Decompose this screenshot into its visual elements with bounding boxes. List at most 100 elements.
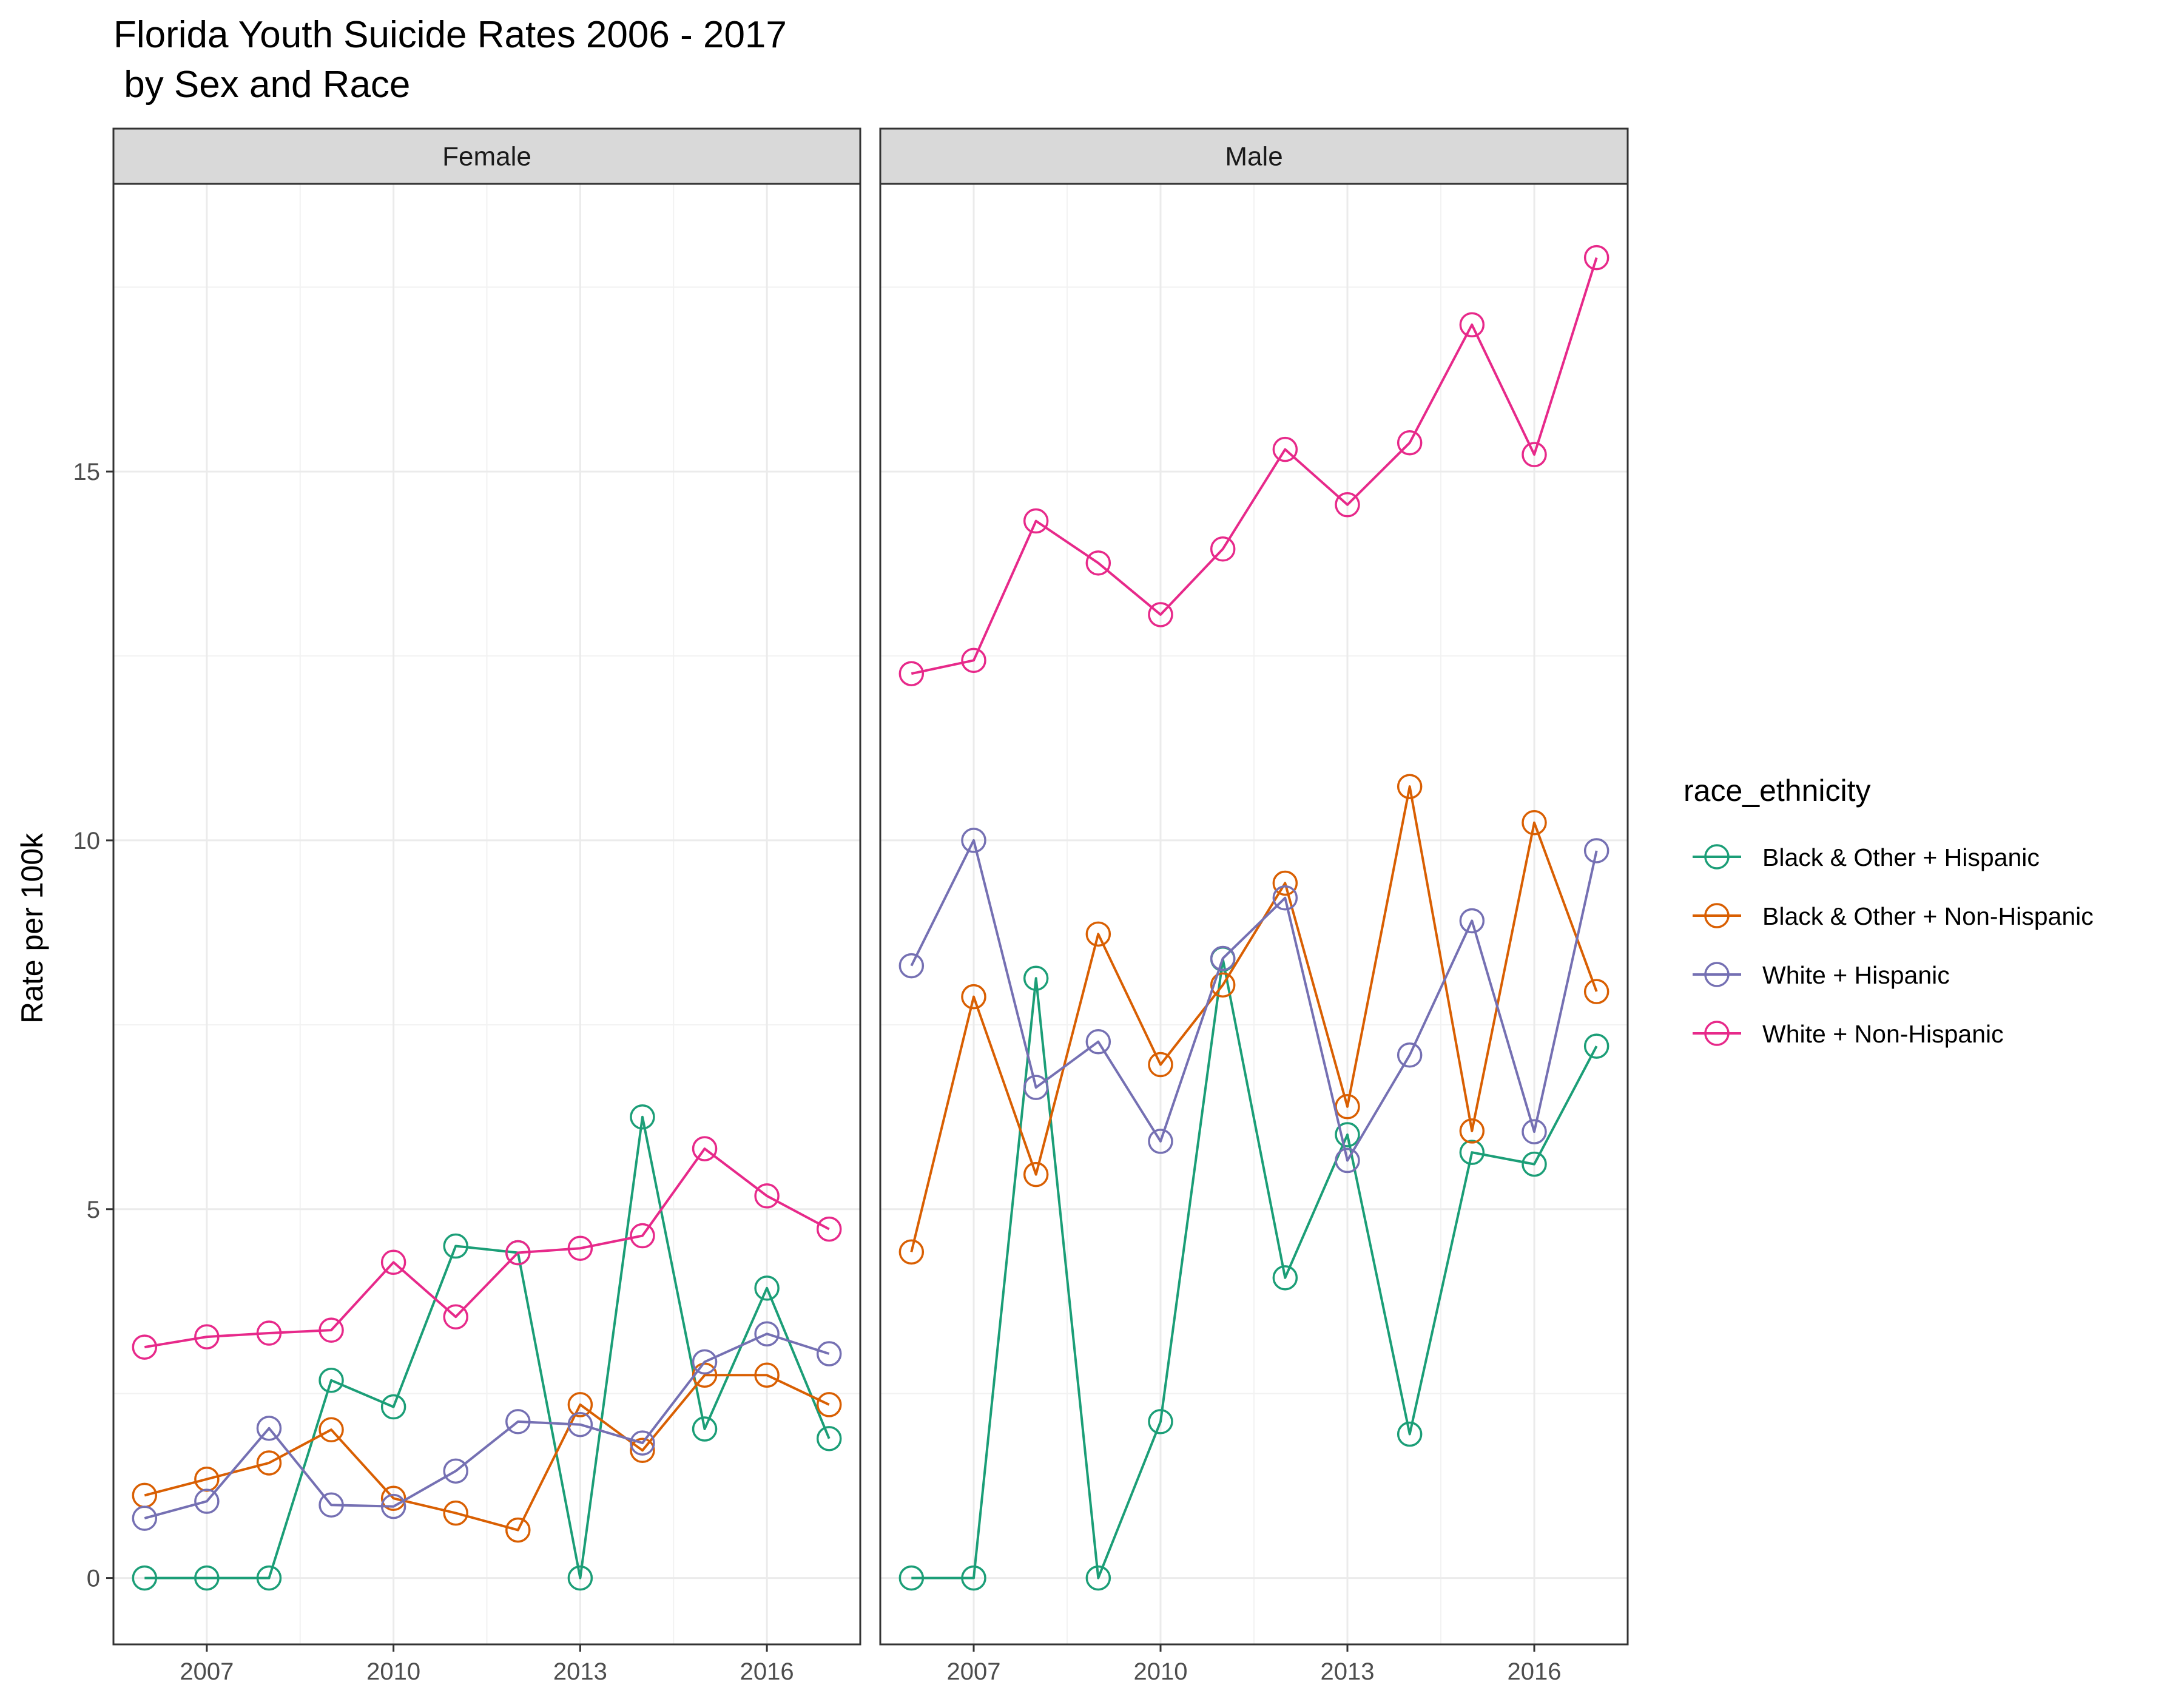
data-point-female-white-hispanic: [630, 1430, 655, 1456]
data-point-female-white-non-hispanic: [380, 1249, 406, 1275]
data-point-female-white-hispanic: [318, 1492, 344, 1518]
data-point-male-black-other-hispanic: [1522, 1151, 1547, 1177]
data-point-male-black-other-hispanic: [898, 1565, 925, 1591]
data-point-male-black-other-hispanic: [1023, 965, 1049, 991]
data-point-female-white-hispanic: [692, 1349, 718, 1375]
data-point-female-black-other-hispanic: [380, 1394, 406, 1420]
legend-label-white-non-hispanic: White + Non-Hispanic: [1762, 1020, 2004, 1048]
series-line-male-black-other-non-hispanic: [910, 785, 1598, 1252]
data-point-male-black-other-hispanic: [1459, 1140, 1485, 1165]
legend: race_ethnicity Black & Other + Hispanic B…: [1684, 774, 2094, 1048]
data-point-female-white-non-hispanic: [754, 1183, 780, 1209]
data-point-male-white-hispanic: [898, 953, 925, 979]
series-line-male-white-non-hispanic: [911, 257, 1598, 675]
data-point-male-white-hispanic: [1023, 1075, 1049, 1100]
data-point-female-black-other-non-hispanic: [816, 1392, 842, 1417]
data-point-female-black-other-hispanic: [194, 1565, 220, 1591]
legend-label-black-other-non-hispanic: Black & Other + Non-Hispanic: [1762, 902, 2094, 930]
data-point-male-white-non-hispanic: [1583, 245, 1609, 271]
legend-key-point-white-hispanic: [1704, 962, 1730, 987]
data-point-male-black-other-hispanic: [1148, 1409, 1173, 1434]
data-point-male-white-hispanic: [1085, 1029, 1111, 1055]
data-point-female-black-other-hispanic: [754, 1275, 780, 1301]
x-tick-label: 2007: [180, 1658, 234, 1685]
data-point-male-white-non-hispanic: [961, 647, 986, 674]
data-point-male-black-other-non-hispanic: [1272, 870, 1298, 896]
y-tick-label: 0: [87, 1566, 100, 1592]
data-point-female-white-hispanic: [380, 1493, 406, 1519]
chart-title-line1: Florida Youth Suicide Rates 2006 - 2017: [113, 14, 787, 56]
data-point-female-black-other-hispanic: [630, 1104, 655, 1130]
data-point-male-white-non-hispanic: [1397, 430, 1423, 456]
data-point-male-white-non-hispanic: [1522, 442, 1547, 467]
x-tick-label: 2016: [1508, 1658, 1562, 1685]
data-point-male-black-other-hispanic: [1335, 1122, 1360, 1147]
data-point-female-black-other-hispanic: [816, 1426, 842, 1451]
data-point-male-black-other-non-hispanic: [1210, 972, 1236, 998]
data-point-male-white-non-hispanic: [1459, 312, 1485, 337]
data-point-male-white-non-hispanic: [898, 661, 925, 686]
x-tick-label: 2010: [1134, 1658, 1188, 1685]
x-tick-label: 2010: [366, 1658, 420, 1685]
data-point-female-white-non-hispanic: [692, 1136, 718, 1161]
data-point-female-black-other-non-hispanic: [318, 1417, 344, 1442]
data-point-male-white-non-hispanic: [1272, 436, 1298, 462]
panel-border-female: [112, 183, 861, 1646]
data-point-female-white-non-hispanic: [132, 1334, 158, 1360]
data-point-male-black-other-hispanic: [961, 1565, 986, 1591]
x-tick-label: 2013: [1321, 1658, 1375, 1685]
data-point-female-black-other-non-hispanic: [443, 1500, 468, 1526]
series-line-female-black-other-hispanic: [144, 1115, 831, 1579]
data-point-male-black-other-non-hispanic: [1459, 1118, 1485, 1144]
data-point-male-white-hispanic: [1459, 908, 1485, 934]
facet-strip-label-male: Male: [1225, 142, 1282, 172]
data-point-male-black-other-hispanic: [1272, 1265, 1298, 1291]
data-point-male-black-other-non-hispanic: [1085, 921, 1111, 947]
data-point-male-white-hispanic: [1210, 945, 1236, 971]
y-tick-label: 15: [73, 459, 101, 485]
data-point-male-black-other-non-hispanic: [898, 1239, 925, 1265]
data-point-female-white-non-hispanic: [194, 1324, 220, 1349]
data-point-female-black-other-hispanic: [256, 1565, 282, 1591]
data-point-female-black-other-hispanic: [318, 1368, 344, 1393]
data-point-female-black-other-non-hispanic: [630, 1437, 655, 1464]
legend-label-black-other-hispanic: Black & Other + Hispanic: [1762, 843, 2040, 871]
data-point-female-black-other-hispanic: [692, 1416, 718, 1442]
data-point-female-black-other-non-hispanic: [567, 1392, 593, 1417]
data-point-male-white-hispanic: [1397, 1042, 1423, 1068]
data-point-male-black-other-hispanic: [1583, 1033, 1609, 1059]
data-point-male-black-other-non-hispanic: [1148, 1052, 1173, 1078]
data-point-female-black-other-non-hispanic: [256, 1450, 282, 1476]
data-point-female-black-other-hispanic: [567, 1565, 593, 1591]
y-axis-title: Rate per 100k: [15, 833, 49, 1024]
x-tick-label: 2007: [947, 1658, 1001, 1685]
data-point-male-black-other-non-hispanic: [1583, 979, 1609, 1004]
data-point-male-white-hispanic: [1272, 885, 1298, 911]
data-point-female-white-non-hispanic: [443, 1304, 468, 1329]
data-point-male-black-other-hispanic: [1085, 1565, 1111, 1591]
data-point-male-white-non-hispanic: [1085, 550, 1111, 576]
data-point-female-white-hispanic: [567, 1411, 593, 1437]
facet-strip-male: [879, 127, 1629, 185]
data-point-male-white-hispanic: [1522, 1119, 1547, 1144]
data-point-female-white-non-hispanic: [816, 1216, 842, 1242]
data-point-female-black-other-non-hispanic: [754, 1362, 780, 1388]
data-point-female-white-hispanic: [194, 1488, 220, 1514]
plot-layer: Female 2007 2010 2013 2016 0 5 10 15 Male 2007 2010…: [73, 127, 1629, 1685]
data-point-male-white-hispanic: [1335, 1147, 1360, 1174]
data-point-male-black-other-non-hispanic: [961, 984, 986, 1010]
data-point-female-white-non-hispanic: [318, 1317, 344, 1343]
data-point-male-white-hispanic: [1583, 838, 1609, 863]
data-point-female-black-other-hispanic: [132, 1565, 158, 1591]
facet-strip-label-female: Female: [442, 142, 531, 172]
legend-key-point-black-other-non-hispanic: [1704, 903, 1730, 928]
data-point-female-white-hispanic: [256, 1416, 282, 1441]
data-point-female-white-hispanic: [505, 1409, 531, 1434]
data-point-male-white-hispanic: [961, 828, 986, 853]
legend-key-point-white-non-hispanic: [1704, 1021, 1730, 1046]
data-point-female-black-other-hispanic: [443, 1233, 468, 1259]
facet-strip-female: [112, 127, 861, 185]
data-point-female-white-hispanic: [132, 1505, 158, 1531]
series-line-male-white-hispanic: [910, 839, 1598, 1162]
